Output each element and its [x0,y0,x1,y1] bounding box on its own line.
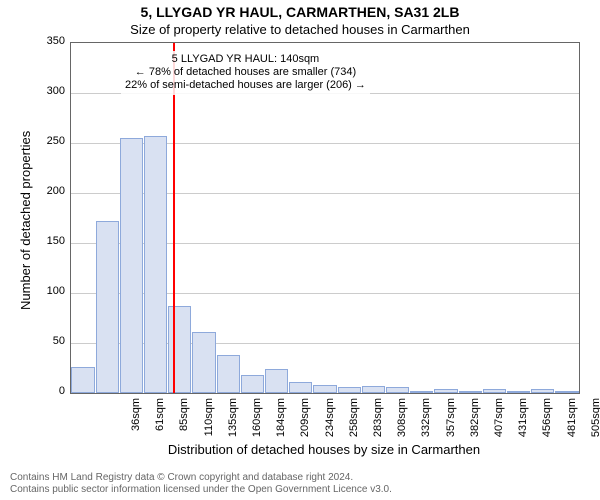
histogram-bar [144,136,167,393]
xtick-label: 332sqm [420,398,432,448]
xtick-label: 160sqm [251,398,263,448]
histogram-bar [71,367,94,393]
histogram-plot: 5 LLYGAD YR HAUL: 140sqm← 78% of detache… [70,42,580,394]
ytick-label: 100 [35,285,65,297]
histogram-bar [241,375,264,393]
marker-line [173,43,175,393]
xtick-label: 234sqm [324,398,336,448]
ytick-label: 150 [35,235,65,247]
xtick-label: 456sqm [541,398,553,448]
histogram-bar [410,391,433,393]
xtick-label: 36sqm [130,398,142,448]
xtick-label: 85sqm [178,398,190,448]
histogram-bar [338,387,361,393]
histogram-bar [96,221,119,393]
y-axis-label: Number of detached properties [18,131,33,310]
footer-line-2: Contains public sector information licen… [10,484,590,496]
ytick-label: 350 [35,35,65,47]
xtick-label: 308sqm [396,398,408,448]
histogram-bar [386,387,409,393]
xtick-label: 184sqm [275,398,287,448]
xtick-label: 135sqm [227,398,239,448]
xtick-label: 61sqm [154,398,166,448]
footer-attribution: Contains HM Land Registry data © Crown c… [10,472,590,496]
xtick-label: 407sqm [493,398,505,448]
xtick-label: 481sqm [566,398,578,448]
xtick-label: 505sqm [590,398,600,448]
xtick-label: 431sqm [517,398,529,448]
histogram-bar [217,355,240,393]
histogram-bar [555,391,578,393]
page-title: 5, LLYGAD YR HAUL, CARMARTHEN, SA31 2LB [0,0,600,20]
histogram-bar [265,369,288,393]
annotation-line: 22% of semi-detached houses are larger (… [125,79,366,92]
page-subtitle: Size of property relative to detached ho… [0,20,600,37]
xtick-label: 209sqm [299,398,311,448]
ytick-label: 0 [35,385,65,397]
ytick-label: 50 [35,335,65,347]
xtick-label: 382sqm [469,398,481,448]
xtick-label: 258sqm [348,398,360,448]
xtick-label: 283sqm [372,398,384,448]
histogram-bar [120,138,143,393]
histogram-bar [434,389,457,393]
histogram-bar [507,391,530,393]
footer-line-1: Contains HM Land Registry data © Crown c… [10,472,590,484]
histogram-bar [483,389,506,393]
histogram-bar [531,389,554,393]
xtick-label: 110sqm [203,398,215,448]
ytick-label: 200 [35,185,65,197]
histogram-bar [289,382,312,393]
ytick-label: 250 [35,135,65,147]
histogram-bar [313,385,336,393]
annotation-line: 5 LLYGAD YR HAUL: 140sqm [125,53,366,66]
histogram-bar [192,332,215,393]
histogram-bar [459,391,482,393]
annotation-box: 5 LLYGAD YR HAUL: 140sqm← 78% of detache… [121,51,370,95]
annotation-line: ← 78% of detached houses are smaller (73… [125,66,366,79]
histogram-bar [362,386,385,393]
ytick-label: 300 [35,85,65,97]
xtick-label: 357sqm [445,398,457,448]
